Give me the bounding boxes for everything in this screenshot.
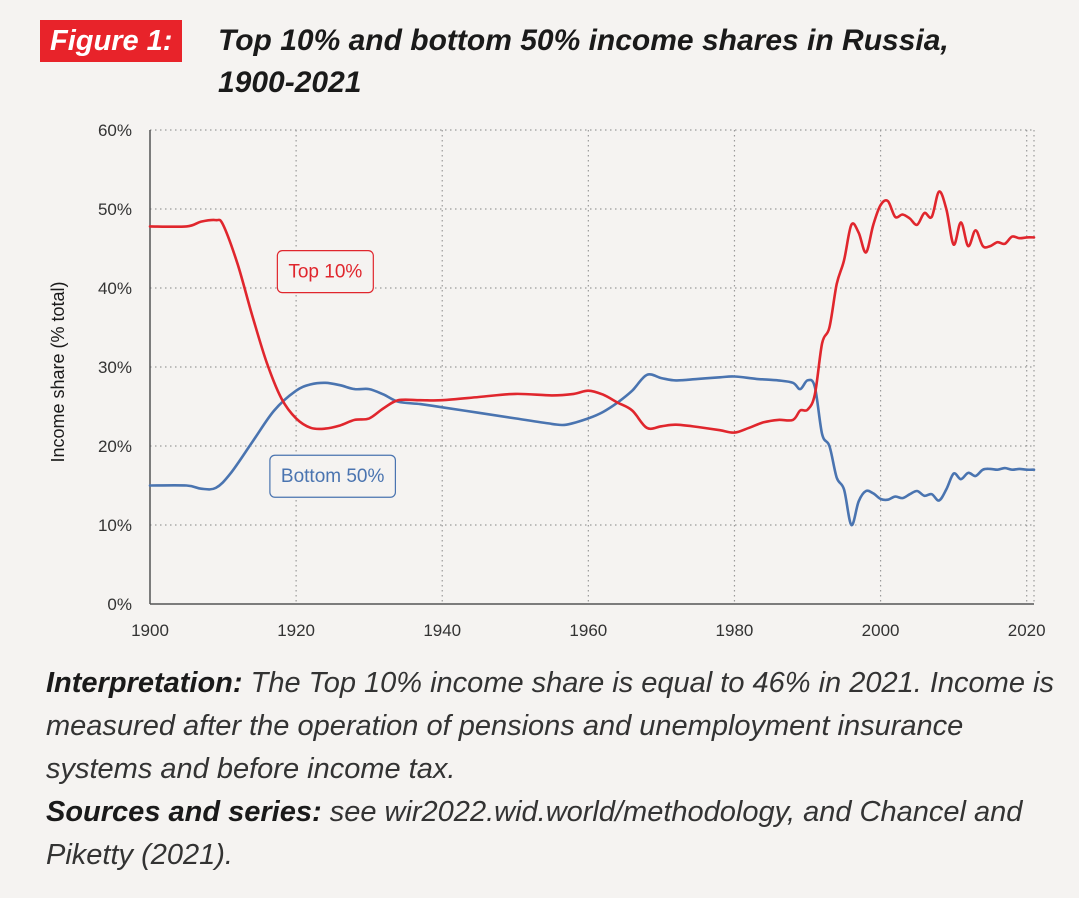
y-tick-label: 20%	[98, 437, 132, 456]
x-tick-label: 2000	[862, 621, 900, 640]
sources-note: Sources and series: see wir2022.wid.worl…	[46, 791, 1056, 877]
x-tick-label: 1980	[716, 621, 754, 640]
figure-title-line-1: Top 10% and bottom 50% income shares in …	[218, 24, 949, 57]
figure-notes: Interpretation: The Top 10% income share…	[46, 662, 1056, 877]
series-line-top-10	[148, 190, 1036, 434]
interpretation-text: The Top 10% income share is equal to 46%…	[46, 667, 1054, 785]
series-line-bottom-50	[148, 373, 1036, 527]
series-label-box-top-10	[276, 250, 374, 294]
sources-text: see wir2022.wid.world/methodology, and C…	[46, 796, 1023, 871]
series-label-top-10: Top 10%	[276, 250, 374, 294]
x-tick-label: 2020	[1008, 621, 1046, 640]
series-label-bottom-50: Bottom 50%	[269, 454, 396, 498]
income-share-chart: 0% 10% 20% 30% 40% 50% 60% 1900 1920 1940 1960 1980…	[48, 121, 1046, 640]
series-labels: Top 10% Bottom 50%	[269, 250, 396, 498]
y-axis-title: Income share (% total)	[48, 281, 68, 462]
series-label-text-top-10: Top 10%	[288, 262, 362, 283]
y-tick-label: 0%	[107, 595, 132, 614]
series-label-box-bottom-50	[269, 454, 396, 498]
axes: 0% 10% 20% 30% 40% 50% 60% 1900 1920 1940 1960 1980…	[48, 121, 1046, 640]
x-tick-label: 1940	[423, 621, 461, 640]
sources-label: Sources and series:	[46, 796, 322, 828]
series-lines	[148, 190, 1036, 527]
x-tick-label: 1920	[277, 621, 315, 640]
y-tick-label: 30%	[98, 358, 132, 377]
y-tick-label: 50%	[98, 200, 132, 219]
figure-title-line-2: 1900-2021	[218, 66, 362, 99]
interpretation-label: Interpretation:	[46, 667, 243, 699]
x-tick-label: 1900	[131, 621, 169, 640]
figure-title: Top 10% and bottom 50% income shares in …	[218, 20, 1038, 104]
y-tick-label: 60%	[98, 121, 132, 140]
x-tick-label: 1960	[569, 621, 607, 640]
y-tick-label: 40%	[98, 279, 132, 298]
series-label-text-bottom-50: Bottom 50%	[281, 466, 385, 487]
figure-badge: Figure 1:	[40, 20, 183, 62]
interpretation-note: Interpretation: The Top 10% income share…	[46, 662, 1056, 791]
grid	[150, 129, 1035, 604]
y-tick-label: 10%	[98, 516, 132, 535]
